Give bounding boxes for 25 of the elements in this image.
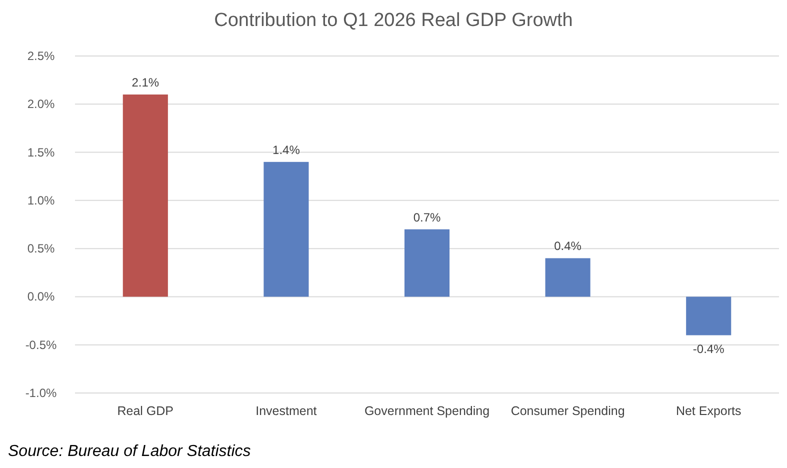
y-tick-label: 0.0% <box>27 290 55 304</box>
x-tick-label: Investment <box>256 404 318 418</box>
bar <box>264 162 309 297</box>
bar <box>686 296 732 336</box>
source-note: Source: Bureau of Labor Statistics <box>8 443 251 460</box>
x-tick-label: Government Spending <box>364 404 490 418</box>
data-label: 1.4% <box>272 142 300 157</box>
x-tick-label: Net Exports <box>676 404 742 418</box>
y-tick-label: -1.0% <box>25 386 57 400</box>
y-tick-label: 2.5% <box>27 49 55 63</box>
bar <box>404 229 450 297</box>
y-tick-label: -0.5% <box>25 338 57 352</box>
data-label: 0.4% <box>554 239 582 254</box>
x-tick-label: Consumer Spending <box>510 404 625 418</box>
y-tick-label: 1.5% <box>27 145 55 160</box>
bar <box>122 94 168 297</box>
y-tick-label: 1.0% <box>27 193 55 208</box>
y-tick-label: 2.0% <box>27 97 55 112</box>
data-label: 2.1% <box>132 76 160 90</box>
bar <box>545 258 590 297</box>
chart-title: Contribution to Q1 2026 Real GDP Growth <box>214 10 573 31</box>
y-tick-label: 0.5% <box>27 242 55 256</box>
data-label: -0.4% <box>692 342 725 356</box>
x-tick-label: Real GDP <box>117 404 174 418</box>
data-label: 0.7% <box>413 210 441 224</box>
